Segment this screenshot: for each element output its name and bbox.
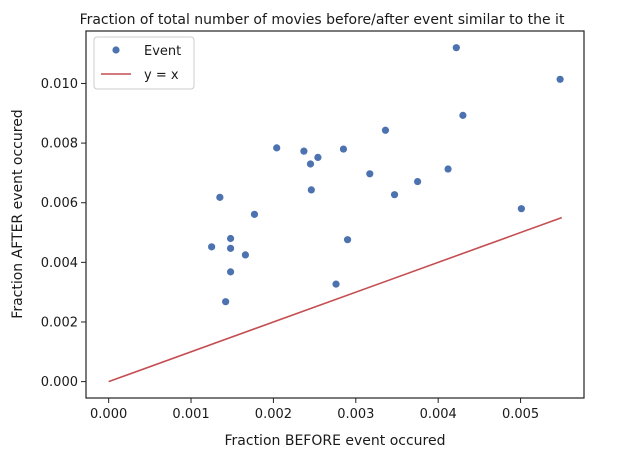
data-point [226,234,235,243]
x-axis-ticks: 0.000 0.001 0.002 0.003 0.004 0.005 [90,398,539,422]
x-axis-label: Fraction BEFORE event occured [225,433,446,449]
data-point [413,177,422,186]
chart-title: Fraction of total number of movies befor… [80,12,565,28]
data-point [300,147,308,155]
data-point [241,251,250,259]
data-point [444,165,452,173]
y-axis-ticks: 0.000 0.002 0.004 0.006 0.008 0.010 [41,77,86,390]
y-tick-label: 0.004 [41,256,78,271]
y-axis-label: Fraction AFTER event occured [10,109,26,318]
data-point [222,298,230,306]
data-point [226,244,235,252]
y-tick-label: 0.002 [41,315,78,330]
data-point [343,236,352,244]
data-point [517,205,525,213]
x-tick-label: 0.005 [502,407,539,422]
data-point [381,126,390,134]
data-point [459,111,467,119]
data-point [307,186,315,194]
data-point [314,153,322,162]
plot-area [85,30,585,399]
series-layer [108,44,564,383]
x-tick-label: 0.000 [90,407,127,422]
legend-label-event: Event [144,44,181,59]
data-point [332,280,340,288]
y-tick-label: 0.010 [41,77,78,92]
data-point [216,193,224,201]
y-tick-label: 0.006 [41,196,78,211]
legend: Event y = x [93,36,195,90]
y-tick-label: 0.008 [41,137,78,152]
data-point [250,210,259,218]
data-point [226,268,235,276]
data-point [452,44,460,52]
x-tick-label: 0.001 [172,407,209,422]
y-tick-label: 0.000 [41,375,78,390]
x-tick-label: 0.002 [255,407,292,422]
data-point [366,170,374,178]
data-point [306,160,315,168]
data-point [273,144,281,152]
data-point [556,75,564,83]
data-point [339,145,348,153]
reference-line-y-equals-x [108,216,563,383]
data-point [208,243,216,251]
legend-marker-event [112,46,120,54]
x-tick-label: 0.003 [337,407,374,422]
data-point [390,191,399,199]
x-tick-label: 0.004 [420,407,457,422]
legend-label-y-equals-x: y = x [144,68,179,83]
